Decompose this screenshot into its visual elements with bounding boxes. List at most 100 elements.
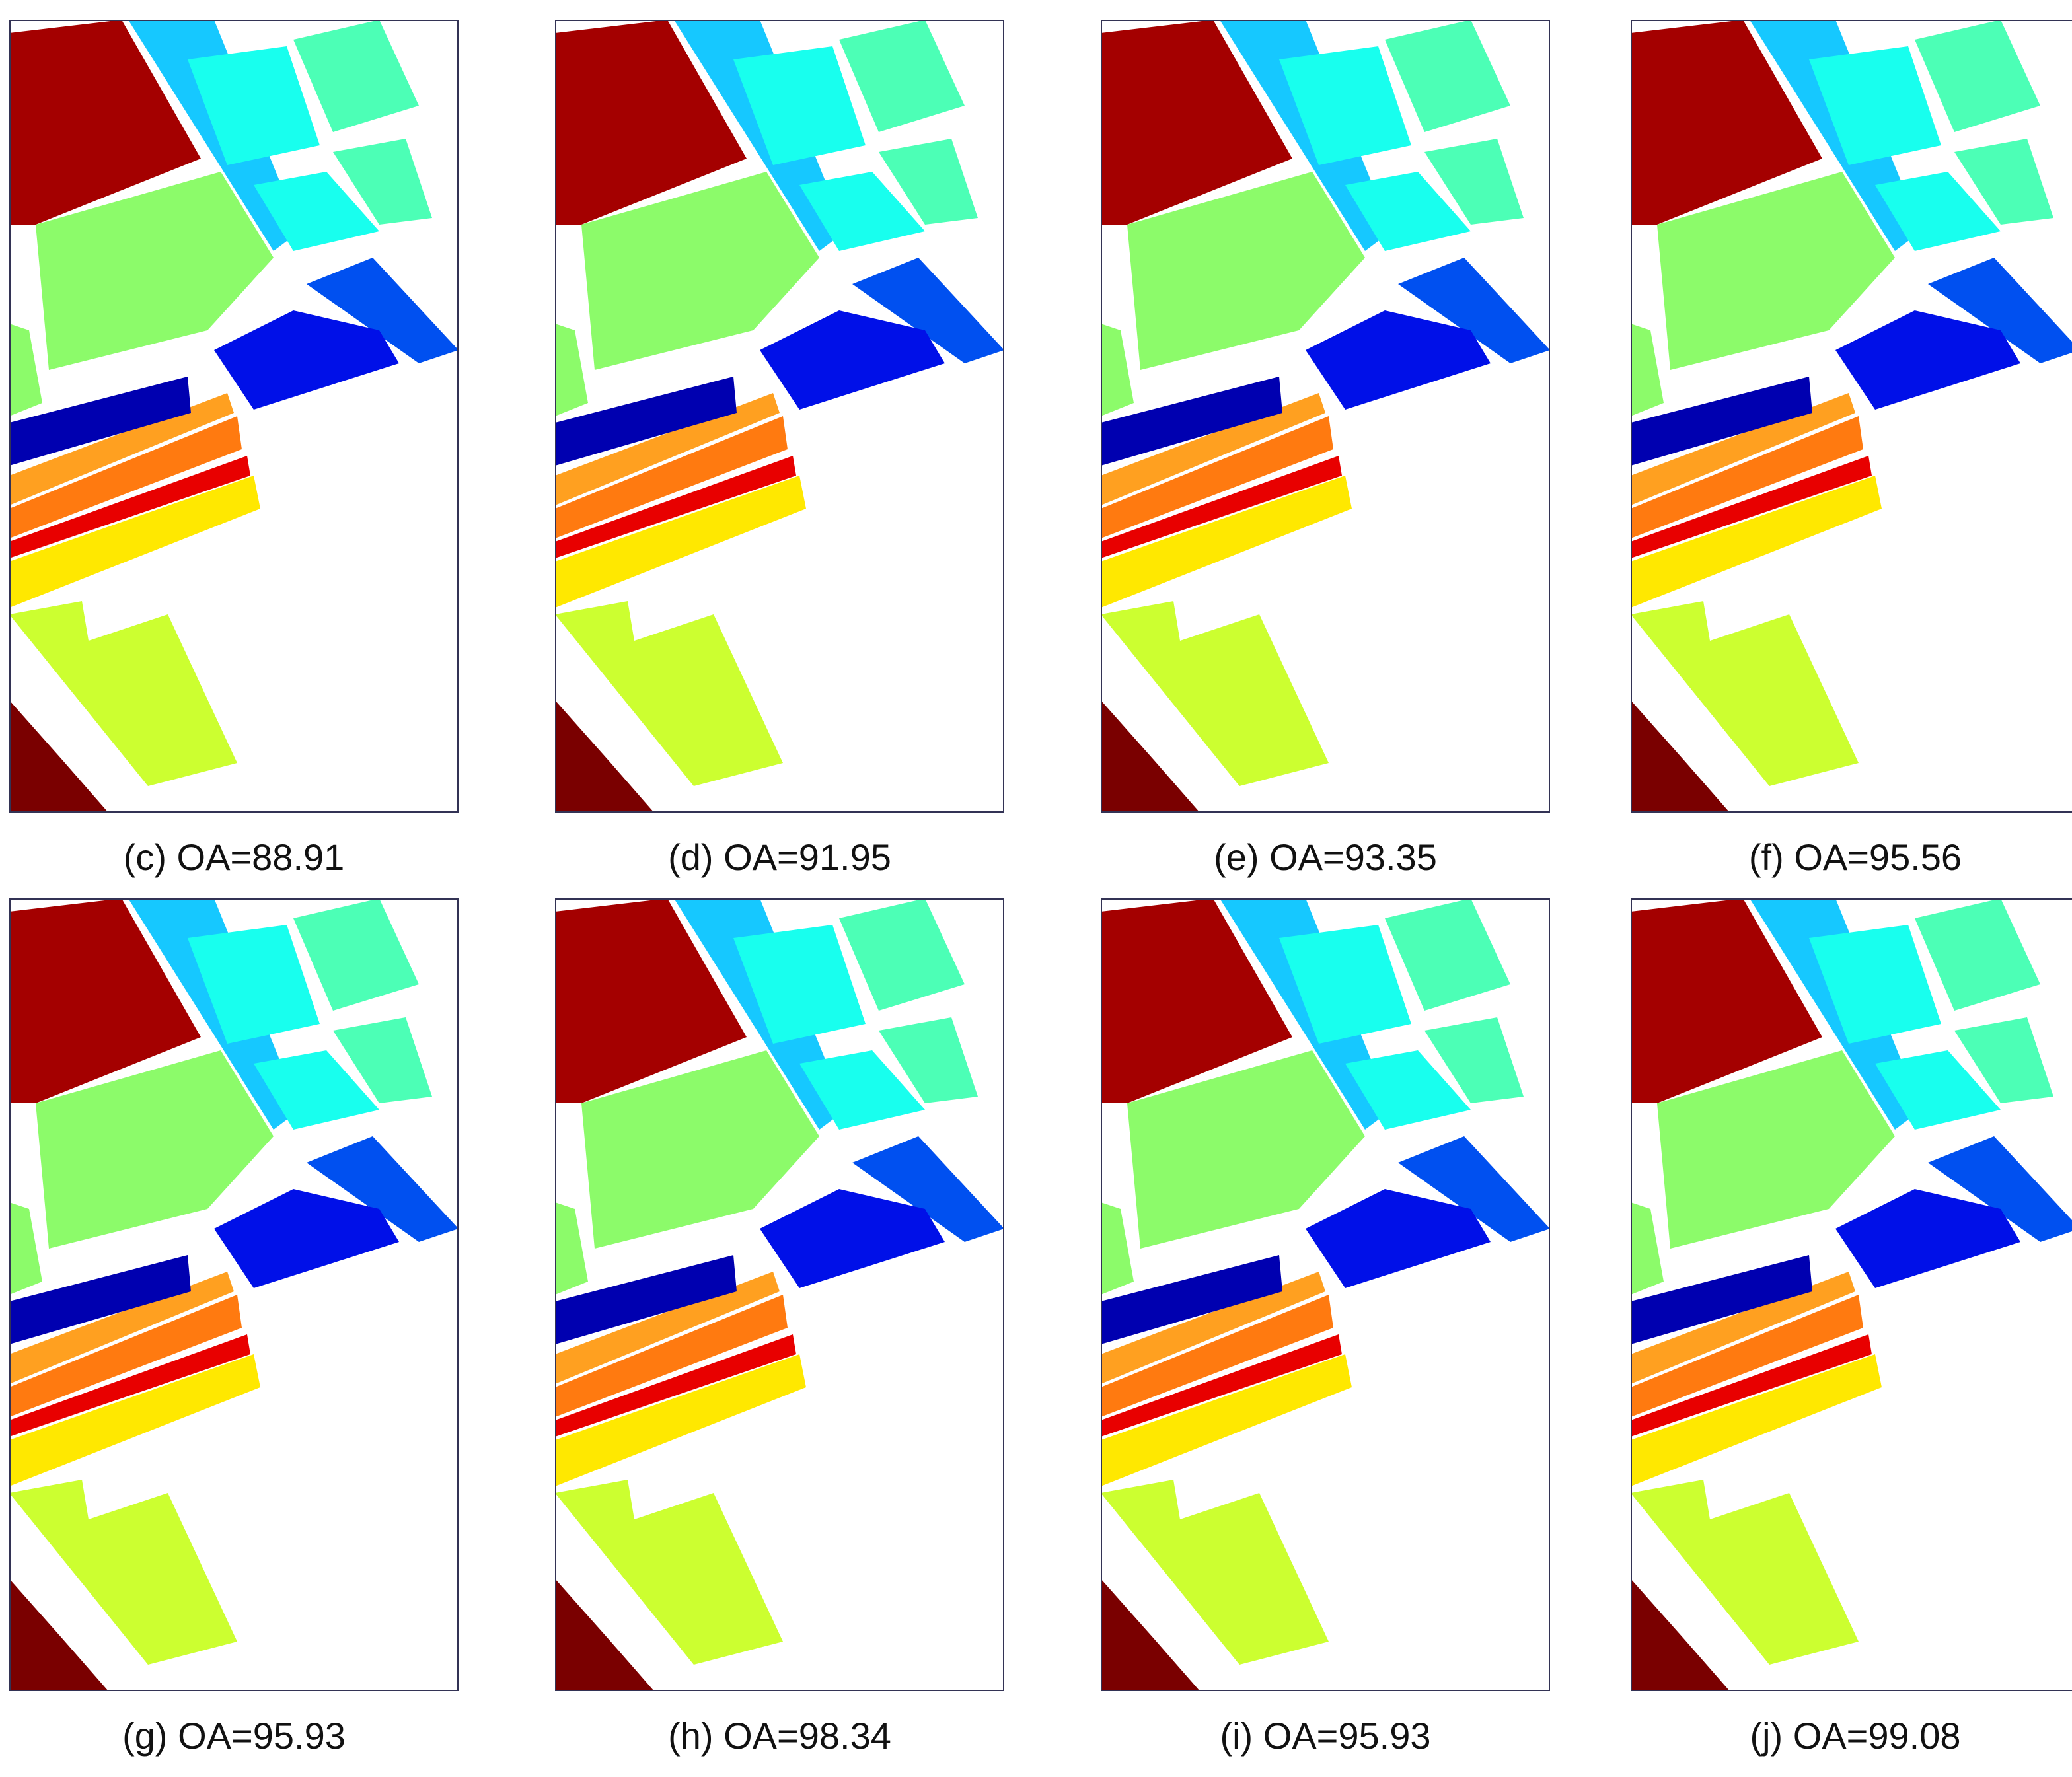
parcel-blue-big [214,310,399,410]
parcel-dark-red-big [9,898,201,1103]
parcel-light-blue [1220,20,1391,251]
parcel-aquamarine-2 [333,1017,432,1103]
classification-map [555,20,1004,813]
parcel-red-strip [1101,1334,1342,1437]
parcel-red-strip [555,1334,796,1437]
parcel-green-left [9,324,42,416]
parcel-blue-big [1835,310,2020,410]
parcel-cyan-1 [733,925,866,1044]
parcel-yellow-green [555,1480,783,1665]
parcel-orange-strip [9,416,242,538]
parcel-dark-red-big [1101,20,1292,225]
parcel-maroon-corner [9,700,108,813]
parcel-yellow-strip [1101,1354,1352,1486]
panel-caption: (i) OA=95.93 [1220,1715,1431,1757]
parcel-yellow-strip [1101,476,1352,608]
parcel-royal-blue [1928,1136,2072,1242]
panel-f: (f) OA=95.56 [1631,20,2072,876]
parcel-aquamarine-1 [1915,898,2040,1011]
parcel-navy-strip [555,377,737,466]
map-frame [9,20,459,813]
parcel-green-big [581,172,819,370]
panel-j: (j) OA=99.08 [1631,898,2072,1755]
parcel-light-blue [128,898,300,1130]
parcel-red-strip [1631,456,1872,558]
parcel-light-blue [1750,898,1921,1130]
parcel-blue-big [1306,1189,1491,1288]
classification-map [9,20,459,813]
parcel-cyan-2 [254,172,379,251]
parcel-orange-light [1101,1272,1325,1384]
parcel-cyan-1 [1809,46,1941,165]
parcel-orange-strip [1631,416,1863,538]
parcel-aquamarine-1 [1915,20,2040,132]
parcel-blue-big [760,310,945,410]
map-frame [555,20,1004,813]
parcel-yellow-green [9,1480,237,1665]
panel-i: (i) OA=95.93 [1101,898,1550,1755]
parcel-dark-red-big [1631,898,1822,1103]
parcel-blue-big [1835,1189,2020,1288]
parcel-yellow-strip [555,476,806,608]
parcel-cyan-2 [1875,1050,2001,1130]
parcel-maroon-corner [555,700,654,813]
parcel-maroon-corner [9,1579,108,1691]
parcel-orange-strip [555,416,788,538]
panel-caption: (h) OA=98.34 [668,1715,891,1757]
panel-caption: (d) OA=91.95 [668,836,891,878]
map-frame [1631,20,2072,813]
map-frame [9,898,459,1691]
parcel-green-left [1101,324,1134,416]
parcel-orange-light [9,1272,234,1384]
parcel-aquamarine-2 [1424,1017,1524,1103]
parcel-aquamarine-1 [1385,898,1510,1011]
parcel-dark-red-big [1631,20,1822,225]
parcel-cyan-1 [1279,46,1411,165]
panel-h: (h) OA=98.34 [555,898,1004,1755]
parcel-orange-strip [1101,416,1333,538]
parcel-light-blue [674,898,846,1130]
parcel-royal-blue [307,1136,459,1242]
parcel-green-left [1101,1202,1134,1295]
panel-caption: (f) OA=95.56 [1748,836,1962,878]
parcel-yellow-green [1101,1480,1329,1665]
parcel-red-strip [9,1334,250,1437]
parcel-royal-blue [1928,258,2072,363]
map-frame [1101,20,1550,813]
parcel-maroon-corner [1631,1579,1730,1691]
parcel-blue-big [214,1189,399,1288]
classification-map [555,898,1004,1691]
parcel-green-big [1657,172,1895,370]
parcel-aquamarine-2 [879,139,978,225]
parcel-light-blue [1220,898,1391,1130]
panel-d: (d) OA=91.95 [555,20,1004,876]
parcel-yellow-strip [9,1354,260,1486]
parcel-navy-strip [9,1255,191,1344]
parcel-green-left [555,324,588,416]
parcel-royal-blue [1398,1136,1550,1242]
parcel-blue-big [760,1189,945,1288]
parcel-navy-strip [1101,377,1282,466]
panel-caption: (g) OA=95.93 [122,1715,346,1757]
parcel-yellow-green [1631,601,1859,786]
parcel-yellow-green [555,601,783,786]
parcel-cyan-1 [733,46,866,165]
classification-map [1631,898,2072,1691]
parcel-green-big [581,1050,819,1249]
parcel-navy-strip [9,377,191,466]
map-frame [1631,898,2072,1691]
parcel-orange-light [9,393,234,505]
parcel-navy-strip [555,1255,737,1344]
parcel-orange-strip [555,1295,788,1417]
parcel-cyan-2 [1875,172,2001,251]
parcel-royal-blue [307,258,459,363]
parcel-aquamarine-2 [1954,1017,2054,1103]
parcel-green-left [1631,324,1664,416]
parcel-yellow-strip [555,1354,806,1486]
parcel-green-big [1657,1050,1895,1249]
parcel-orange-light [555,393,780,505]
parcel-red-strip [1631,1334,1872,1437]
panel-e: (e) OA=93.35 [1101,20,1550,876]
parcel-cyan-2 [799,172,925,251]
parcel-aquamarine-2 [1954,139,2054,225]
